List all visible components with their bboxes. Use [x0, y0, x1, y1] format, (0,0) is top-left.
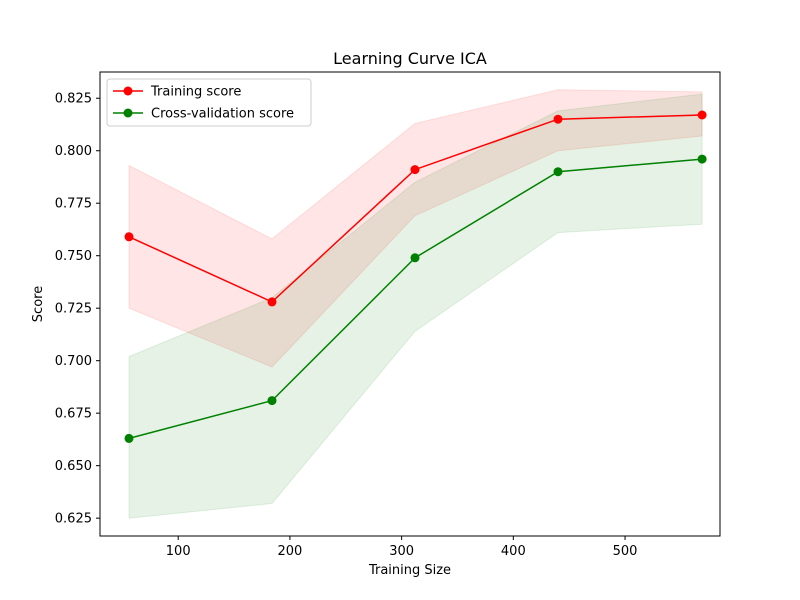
y-tick-label-3: 0.700 — [55, 354, 92, 369]
point-series-0-4 — [697, 110, 707, 120]
point-series-0-3 — [553, 114, 563, 124]
series-points — [124, 110, 707, 443]
confidence-bands — [128, 89, 703, 519]
legend-marker-0 — [123, 86, 133, 96]
legend-label-0: Training score — [150, 85, 241, 100]
point-series-1-0 — [124, 433, 134, 443]
x-axis-ticks: 100 200 300 400 500 — [166, 536, 638, 559]
point-series-1-1 — [267, 396, 277, 406]
point-series-1-4 — [697, 154, 707, 164]
legend: Training score Cross-validation score — [106, 78, 312, 127]
y-tick-label-2: 0.675 — [55, 407, 92, 422]
legend-marker-1 — [123, 108, 133, 118]
y-tick-label-5: 0.750 — [55, 249, 92, 264]
x-tick-label-3: 400 — [501, 544, 526, 559]
legend-label-1: Cross-validation score — [151, 107, 294, 122]
x-axis-label: Training Size — [368, 563, 451, 578]
chart-title: Learning Curve ICA — [333, 49, 487, 68]
y-axis-ticks: 0.625 0.650 0.675 0.700 0.725 0.750 0.775 0.800… — [55, 92, 100, 527]
point-series-0-1 — [267, 297, 277, 307]
x-tick-label-0: 100 — [166, 544, 191, 559]
y-tick-label-1: 0.650 — [55, 459, 92, 474]
y-tick-label-8: 0.825 — [55, 92, 92, 107]
x-tick-label-1: 200 — [277, 544, 302, 559]
point-series-0-0 — [124, 232, 134, 242]
y-tick-label-7: 0.800 — [55, 144, 92, 159]
point-series-1-2 — [410, 253, 420, 263]
y-axis-label: Score — [31, 286, 46, 322]
x-tick-label-4: 500 — [613, 544, 638, 559]
point-series-0-2 — [410, 165, 420, 175]
x-tick-label-2: 300 — [389, 544, 414, 559]
y-tick-label-0: 0.625 — [55, 512, 92, 527]
band-series-1 — [128, 93, 703, 519]
y-tick-label-6: 0.775 — [55, 197, 92, 212]
point-series-1-3 — [553, 167, 563, 177]
plot-frame — [99, 71, 721, 537]
y-tick-label-4: 0.725 — [55, 302, 92, 317]
legend-box — [106, 78, 312, 127]
